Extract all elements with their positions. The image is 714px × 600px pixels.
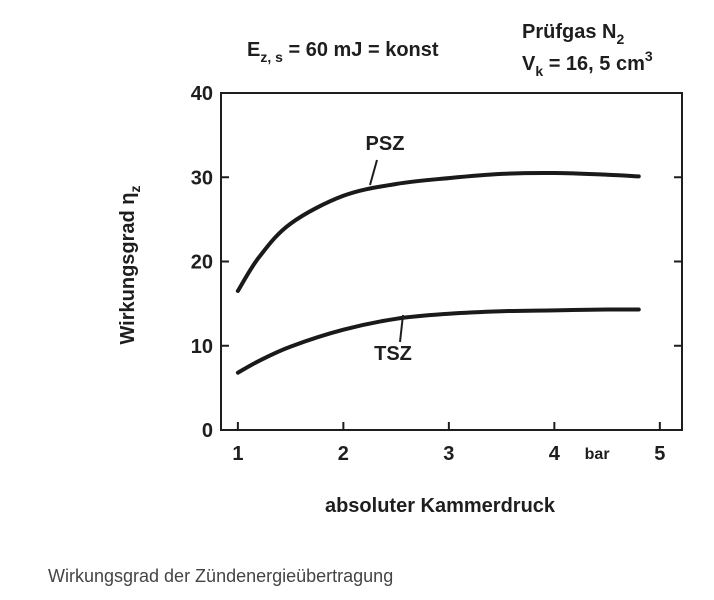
x-tick-label: 3 <box>443 443 454 465</box>
x-axis-label: absoluter Kammerdruck <box>325 495 556 517</box>
y-tick-label: 10 <box>191 336 213 358</box>
x-unit: bar <box>585 446 610 463</box>
subscript: k <box>535 63 543 79</box>
annotation-energy: Ez, s = 60 mJ = konst <box>247 39 439 65</box>
symbol: E <box>247 39 260 61</box>
y-tick-label: 30 <box>191 167 213 189</box>
symbol: V <box>522 53 536 75</box>
series-label: TSZ <box>374 343 412 365</box>
text: Prüfgas N <box>522 21 616 43</box>
text: = 60 mJ = konst <box>283 39 439 61</box>
series-line <box>235 170 641 293</box>
y-tick-label: 0 <box>202 420 213 442</box>
annotation-gas: Prüfgas N2 <box>522 21 624 47</box>
caption: Wirkungsgrad der Zündenergieübertragung <box>48 566 393 586</box>
superscript: 3 <box>645 48 653 64</box>
x-tick-label: 4 <box>549 443 561 465</box>
y-tick-label: 20 <box>191 252 213 274</box>
series-label: PSZ <box>366 133 405 155</box>
subscript: z, s <box>260 49 283 65</box>
text: Wirkungsgrad η <box>117 192 139 344</box>
y-axis-label: Wirkungsgrad ηz <box>117 185 143 344</box>
x-tick-label: 1 <box>232 443 243 465</box>
label-leader <box>369 159 378 186</box>
series-line <box>235 307 641 375</box>
subscript: z <box>127 185 143 192</box>
label-leader <box>399 314 404 343</box>
annotation-volume: Vk = 16, 5 cm3 <box>522 48 653 79</box>
plot-frame <box>220 92 683 431</box>
x-tick-label: 2 <box>338 443 349 465</box>
x-tick-label: 5 <box>654 443 665 465</box>
text: = 16, 5 cm <box>543 53 645 75</box>
y-tick-label: 40 <box>191 83 213 105</box>
subscript: 2 <box>616 31 624 47</box>
